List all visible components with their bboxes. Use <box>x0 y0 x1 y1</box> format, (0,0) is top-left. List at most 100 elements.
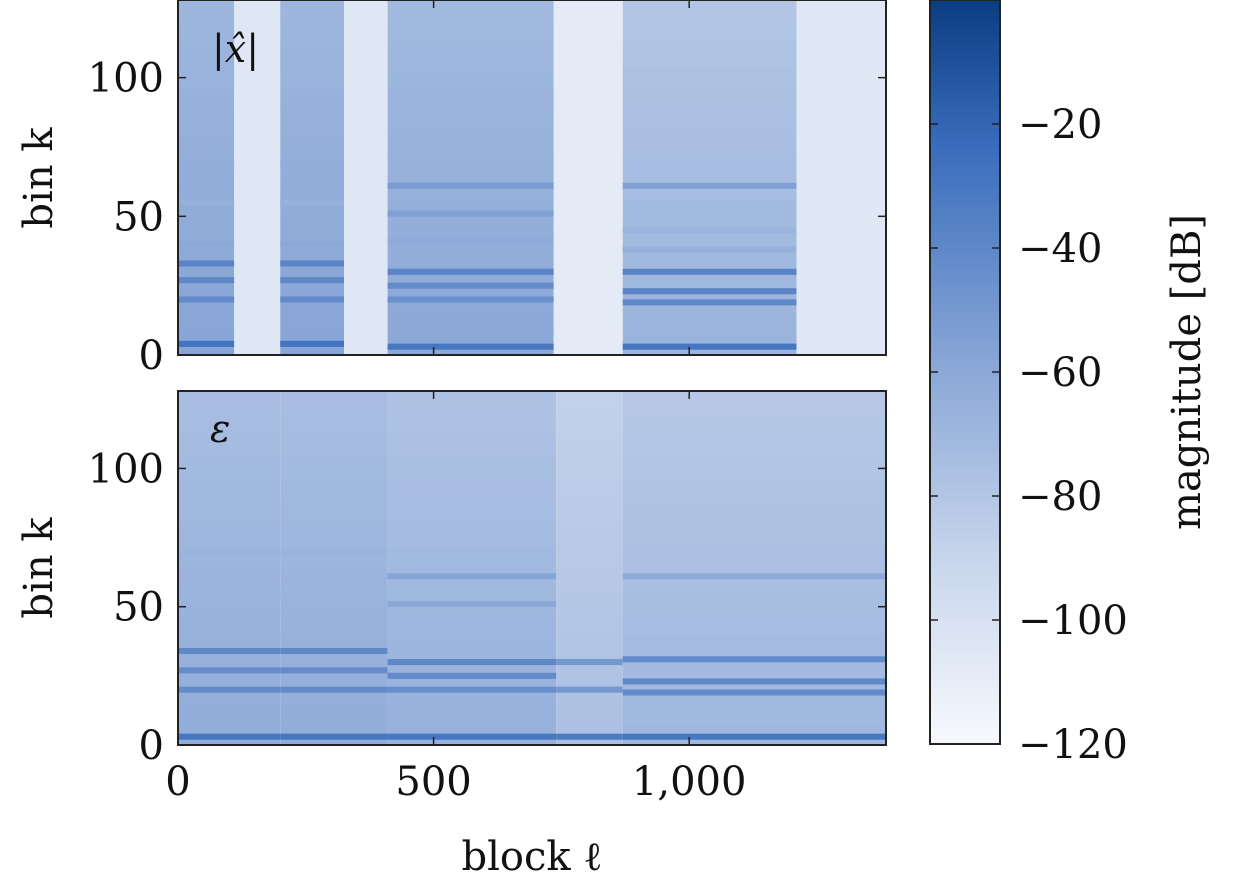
heatmap-cell <box>388 701 557 724</box>
colorbar-gradient <box>930 0 1000 744</box>
heatmap-cell <box>178 0 234 23</box>
harmonic-line <box>178 687 280 693</box>
harmonic-line <box>388 238 554 244</box>
heatmap-cell <box>280 612 387 635</box>
heatmap-cell <box>554 178 623 201</box>
harmonic-line <box>178 593 280 599</box>
heatmap-cell <box>623 634 886 657</box>
heatmap-cell <box>280 22 344 45</box>
harmonic-line <box>623 734 886 740</box>
colorbar-label: magnitude [dB] <box>1164 214 1210 530</box>
harmonic-line <box>556 659 622 665</box>
harmonic-line <box>556 734 622 740</box>
heatmap-cell <box>388 155 554 178</box>
harmonic-line <box>178 648 280 654</box>
heatmap-cell <box>797 244 886 267</box>
harmonic-line <box>280 296 344 302</box>
harmonic-line <box>388 573 557 579</box>
harmonic-line <box>623 299 797 305</box>
heatmap-cell <box>344 200 387 223</box>
heatmap-cell <box>344 311 387 334</box>
heatmap-cell <box>178 178 234 201</box>
heatmap-cell <box>556 568 622 591</box>
heatmap-cell <box>623 200 797 223</box>
harmonic-line <box>388 734 557 740</box>
heatmap-cell <box>388 502 557 525</box>
harmonic-line <box>623 678 886 684</box>
heatmap-cell <box>280 311 344 334</box>
heatmap-cell <box>344 333 387 356</box>
harmonic-line <box>280 199 344 205</box>
heatmap-cell <box>234 288 280 311</box>
harmonic-line <box>280 277 344 283</box>
heatmap-cell <box>388 22 554 45</box>
heatmap-cell <box>344 22 387 45</box>
harmonic-line <box>623 227 797 233</box>
heatmap-cell <box>178 111 234 134</box>
heatmap-cell <box>623 111 797 134</box>
heatmap-cell <box>556 634 622 657</box>
heatmap-cell <box>797 333 886 356</box>
heatmap-cell <box>280 178 344 201</box>
heatmap-cell <box>556 502 622 525</box>
heatmap-cell <box>344 44 387 67</box>
heatmap-cell <box>554 67 623 90</box>
heatmap-cell <box>388 133 554 156</box>
harmonic-line <box>623 656 886 662</box>
heatmap-cell <box>623 22 797 45</box>
heatmap-cell <box>554 266 623 289</box>
heatmap-cell <box>344 222 387 245</box>
harmonic-line <box>623 269 797 275</box>
harmonic-line <box>280 241 344 247</box>
heatmap-cell <box>623 0 797 23</box>
y-tick-label: 0 <box>139 723 164 769</box>
heatmap-cell <box>344 178 387 201</box>
colorbar-tick-label: −100 <box>1018 598 1128 644</box>
heatmap-cell <box>178 311 234 334</box>
heatmap-cell <box>554 44 623 67</box>
heatmap-cell <box>797 311 886 334</box>
y-tick-label: 100 <box>88 446 164 492</box>
heatmap-cell <box>388 111 554 134</box>
colorbar-tick-label: −120 <box>1018 722 1128 768</box>
heatmap-cell <box>280 44 344 67</box>
heatmap-cell <box>280 413 387 436</box>
heatmap-cell <box>556 435 622 458</box>
harmonic-line <box>178 296 234 302</box>
y-tick-label: 50 <box>113 194 164 240</box>
heatmap-cell <box>234 133 280 156</box>
heatmap-cell <box>280 457 387 480</box>
colorbar-tick-label: −80 <box>1018 474 1102 520</box>
heatmap-cell <box>234 0 280 23</box>
harmonic-line <box>280 734 387 740</box>
heatmap-cell <box>178 568 280 591</box>
heatmap-cell <box>554 22 623 45</box>
heatmap-cell <box>554 222 623 245</box>
heatmap-cell <box>344 155 387 178</box>
harmonic-line <box>178 734 280 740</box>
heatmap-cell <box>623 590 886 613</box>
harmonic-line <box>178 551 280 557</box>
heatmap-cell <box>234 89 280 112</box>
harmonic-line <box>388 687 557 693</box>
harmonic-line <box>388 601 557 607</box>
colorbar-tick-label: −40 <box>1018 226 1102 272</box>
heatmap-cell <box>388 89 554 112</box>
harmonic-line <box>280 341 344 347</box>
x-tick-label: 500 <box>395 759 471 805</box>
heatmap-cell <box>554 333 623 356</box>
heatmap-cell <box>234 244 280 267</box>
colorbar-tick-label: −20 <box>1018 102 1102 148</box>
heatmap-cell <box>234 311 280 334</box>
harmonic-line <box>280 687 387 693</box>
heatmap-cell <box>556 480 622 503</box>
y-tick-label: 0 <box>139 333 164 379</box>
harmonic-line <box>623 344 797 350</box>
heatmap-cell <box>623 524 886 547</box>
heatmap-cell <box>388 457 557 480</box>
top-y-axis-label: bin k <box>16 127 62 229</box>
heatmap-cell <box>280 502 387 525</box>
heatmap-cell <box>178 524 280 547</box>
harmonic-line <box>388 183 554 189</box>
